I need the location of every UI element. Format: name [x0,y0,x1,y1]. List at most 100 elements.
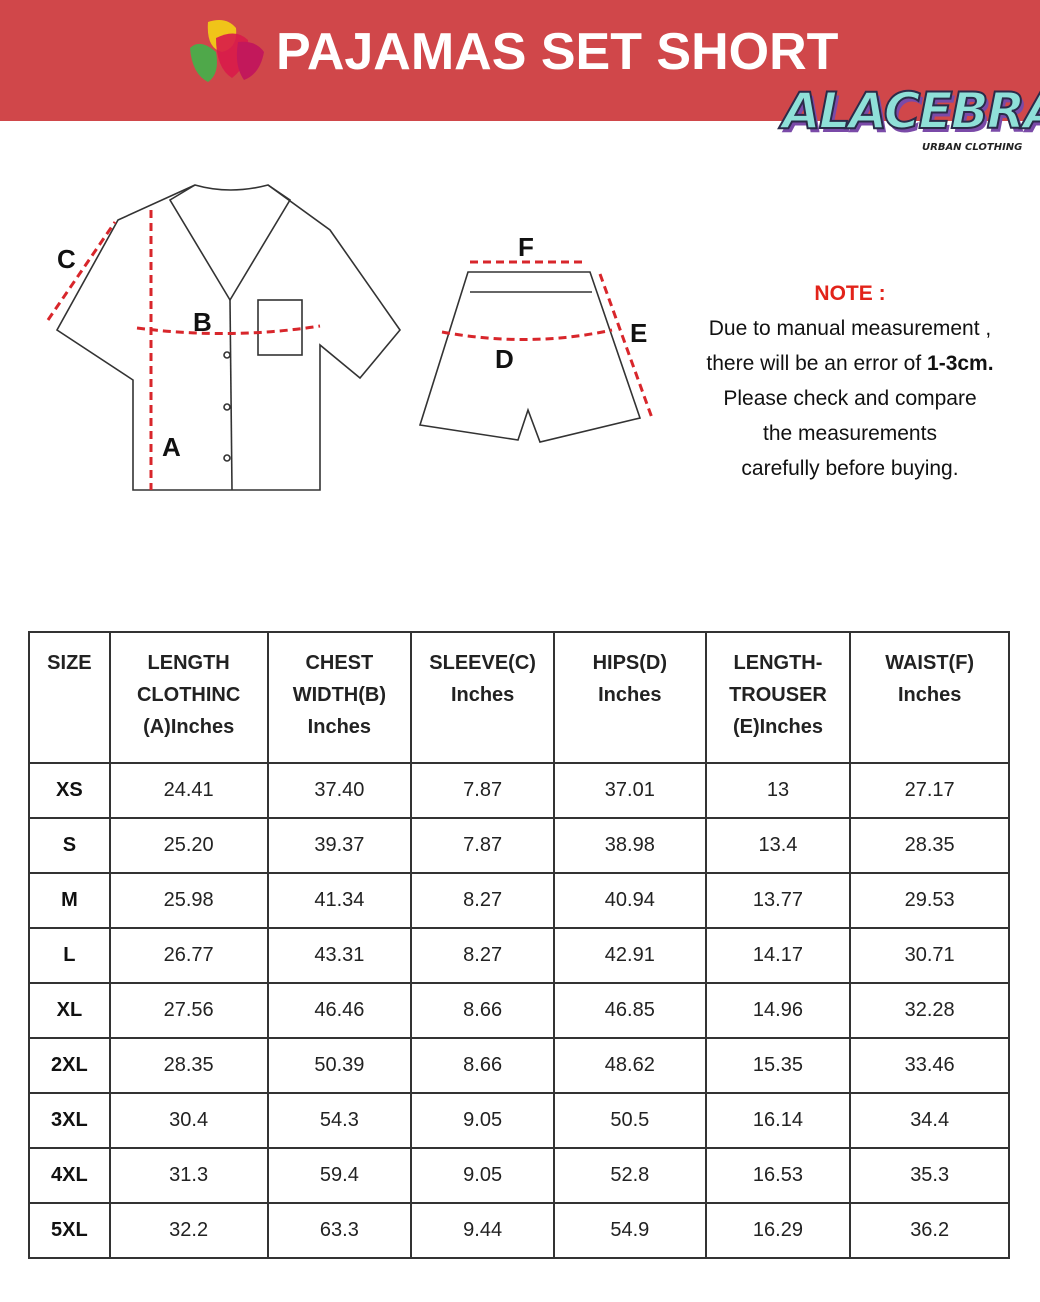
size-cell: 3XL [28,1092,111,1149]
size-cell: L [28,927,111,984]
measurement-cell: 25.20 [108,817,269,874]
shorts-drawing [418,271,642,443]
brand-logo: ALACEBRA URBAN CLOTHING [781,85,1040,156]
column-header: WAIST(F) Inches [849,631,1010,764]
logo-icon [190,20,264,82]
measurement-cell: 50.5 [553,1092,707,1149]
note-line: the measurements [763,422,937,445]
table-row: 4XL 31.3 59.4 9.05 52.8 16.53 35.3 [28,1147,1010,1204]
measurement-cell: 28.35 [849,817,1010,874]
measure-lines [46,210,654,490]
size-table: SIZE LENGTH CLOTHINC (A)Inches CHEST WIDTH(B)… [28,631,1010,1259]
measurement-cell: 16.29 [704,1202,852,1259]
note-line: Due to manual measurement , [708,317,992,340]
brand-name: ALACEBRA [781,82,1040,140]
table-row: 3XL 30.4 54.3 9.05 50.5 16.14 34.4 [28,1092,1010,1149]
size-cell: S [28,817,111,874]
measurement-cell: 16.14 [704,1092,852,1149]
measurement-cell: 14.17 [704,927,852,984]
measurement-cell: 7.87 [410,762,556,819]
column-header: SLEEVE(C) Inches [410,631,556,764]
measurement-note: NOTE : Due to manual measurement , there… [680,276,1020,486]
measurement-cell: 16.53 [704,1147,852,1204]
measurement-cell: 29.53 [849,872,1010,929]
measurement-cell: 30.4 [108,1092,269,1149]
measurement-cell: 26.77 [108,927,269,984]
measurement-cell: 13.4 [704,817,852,874]
size-cell: 2XL [28,1037,111,1094]
measurement-cell: 54.3 [266,1092,413,1149]
measurement-cell: 8.27 [410,872,556,929]
label-d: D [495,344,514,374]
label-b: B [193,307,212,337]
table-row: 5XL 32.2 63.3 9.44 54.9 16.29 36.2 [28,1202,1010,1259]
measurement-cell: 33.46 [849,1037,1010,1094]
measurement-cell: 43.31 [266,927,413,984]
measurement-cell: 42.91 [553,927,707,984]
table-row: XS 24.41 37.40 7.87 37.01 13 27.17 [28,762,1010,819]
column-header: LENGTH CLOTHINC (A)Inches [108,631,269,764]
note-text: there will be an error of [706,352,928,375]
label-e: E [630,318,648,348]
shirt-drawing [55,184,402,491]
measurement-cell: 13 [704,762,852,819]
note-heading: NOTE : [814,282,886,305]
measurement-cell: 13.77 [704,872,852,929]
measurement-cell: 52.8 [553,1147,707,1204]
measurement-cell: 50.39 [266,1037,413,1094]
measurement-cell: 46.85 [553,982,707,1039]
size-cell: M [28,872,111,929]
column-header: HIPS(D) Inches [553,631,707,764]
column-header: SIZE [28,631,111,764]
column-header: CHEST WIDTH(B) Inches [266,631,413,764]
label-c: C [57,244,76,274]
measurement-cell: 8.66 [410,982,556,1039]
note-line: Please check and compare [723,387,977,410]
measurement-cell: 37.40 [266,762,413,819]
measurement-cell: 46.46 [266,982,413,1039]
measurement-cell: 9.05 [410,1147,556,1204]
measurement-cell: 14.96 [704,982,852,1039]
size-cell: 5XL [28,1202,111,1259]
measurement-cell: 41.34 [266,872,413,929]
measurement-cell: 36.2 [849,1202,1010,1259]
measurement-cell: 9.44 [410,1202,556,1259]
measurement-cell: 35.3 [849,1147,1010,1204]
size-cell: XL [28,982,111,1039]
measurement-cell: 15.35 [704,1037,852,1094]
table-row: XL 27.56 46.46 8.66 46.85 14.96 32.28 [28,982,1010,1039]
measurement-cell: 48.62 [553,1037,707,1094]
measurement-cell: 31.3 [108,1147,269,1204]
measurement-cell: 54.9 [553,1202,707,1259]
measurement-cell: 59.4 [266,1147,413,1204]
measurement-cell: 9.05 [410,1092,556,1149]
table-row: 2XL 28.35 50.39 8.66 48.62 15.35 33.46 [28,1037,1010,1094]
measurement-cell: 27.56 [108,982,269,1039]
note-error-range: 1-3cm. [927,352,994,375]
measurement-cell: 32.28 [849,982,1010,1039]
size-cell: 4XL [28,1147,111,1204]
label-a: A [162,432,181,462]
measurement-cell: 38.98 [553,817,707,874]
measurement-cell: 25.98 [108,872,269,929]
measurement-cell: 28.35 [108,1037,269,1094]
brand-tagline: URBAN CLOTHING [922,142,1023,153]
note-line: there will be an error of 1-3cm. [680,346,1020,381]
measurement-cell: 8.27 [410,927,556,984]
table-header-row: SIZE LENGTH CLOTHINC (A)Inches CHEST WIDTH(B)… [28,631,1010,764]
measurement-cell: 39.37 [266,817,413,874]
measurement-cell: 8.66 [410,1037,556,1094]
measurement-cell: 27.17 [849,762,1010,819]
header-banner [0,0,1040,121]
table-row: M 25.98 41.34 8.27 40.94 13.77 29.53 [28,872,1010,929]
measurement-cell: 7.87 [410,817,556,874]
measurement-cell: 34.4 [849,1092,1010,1149]
column-header: LENGTH- TROUSER (E)Inches [704,631,852,764]
measurement-cell: 30.71 [849,927,1010,984]
note-line: carefully before buying. [741,457,959,480]
measurement-cell: 37.01 [553,762,707,819]
garment-diagram [46,184,654,491]
measurement-cell: 24.41 [108,762,269,819]
measurement-cell: 40.94 [553,872,707,929]
size-cell: XS [28,762,111,819]
